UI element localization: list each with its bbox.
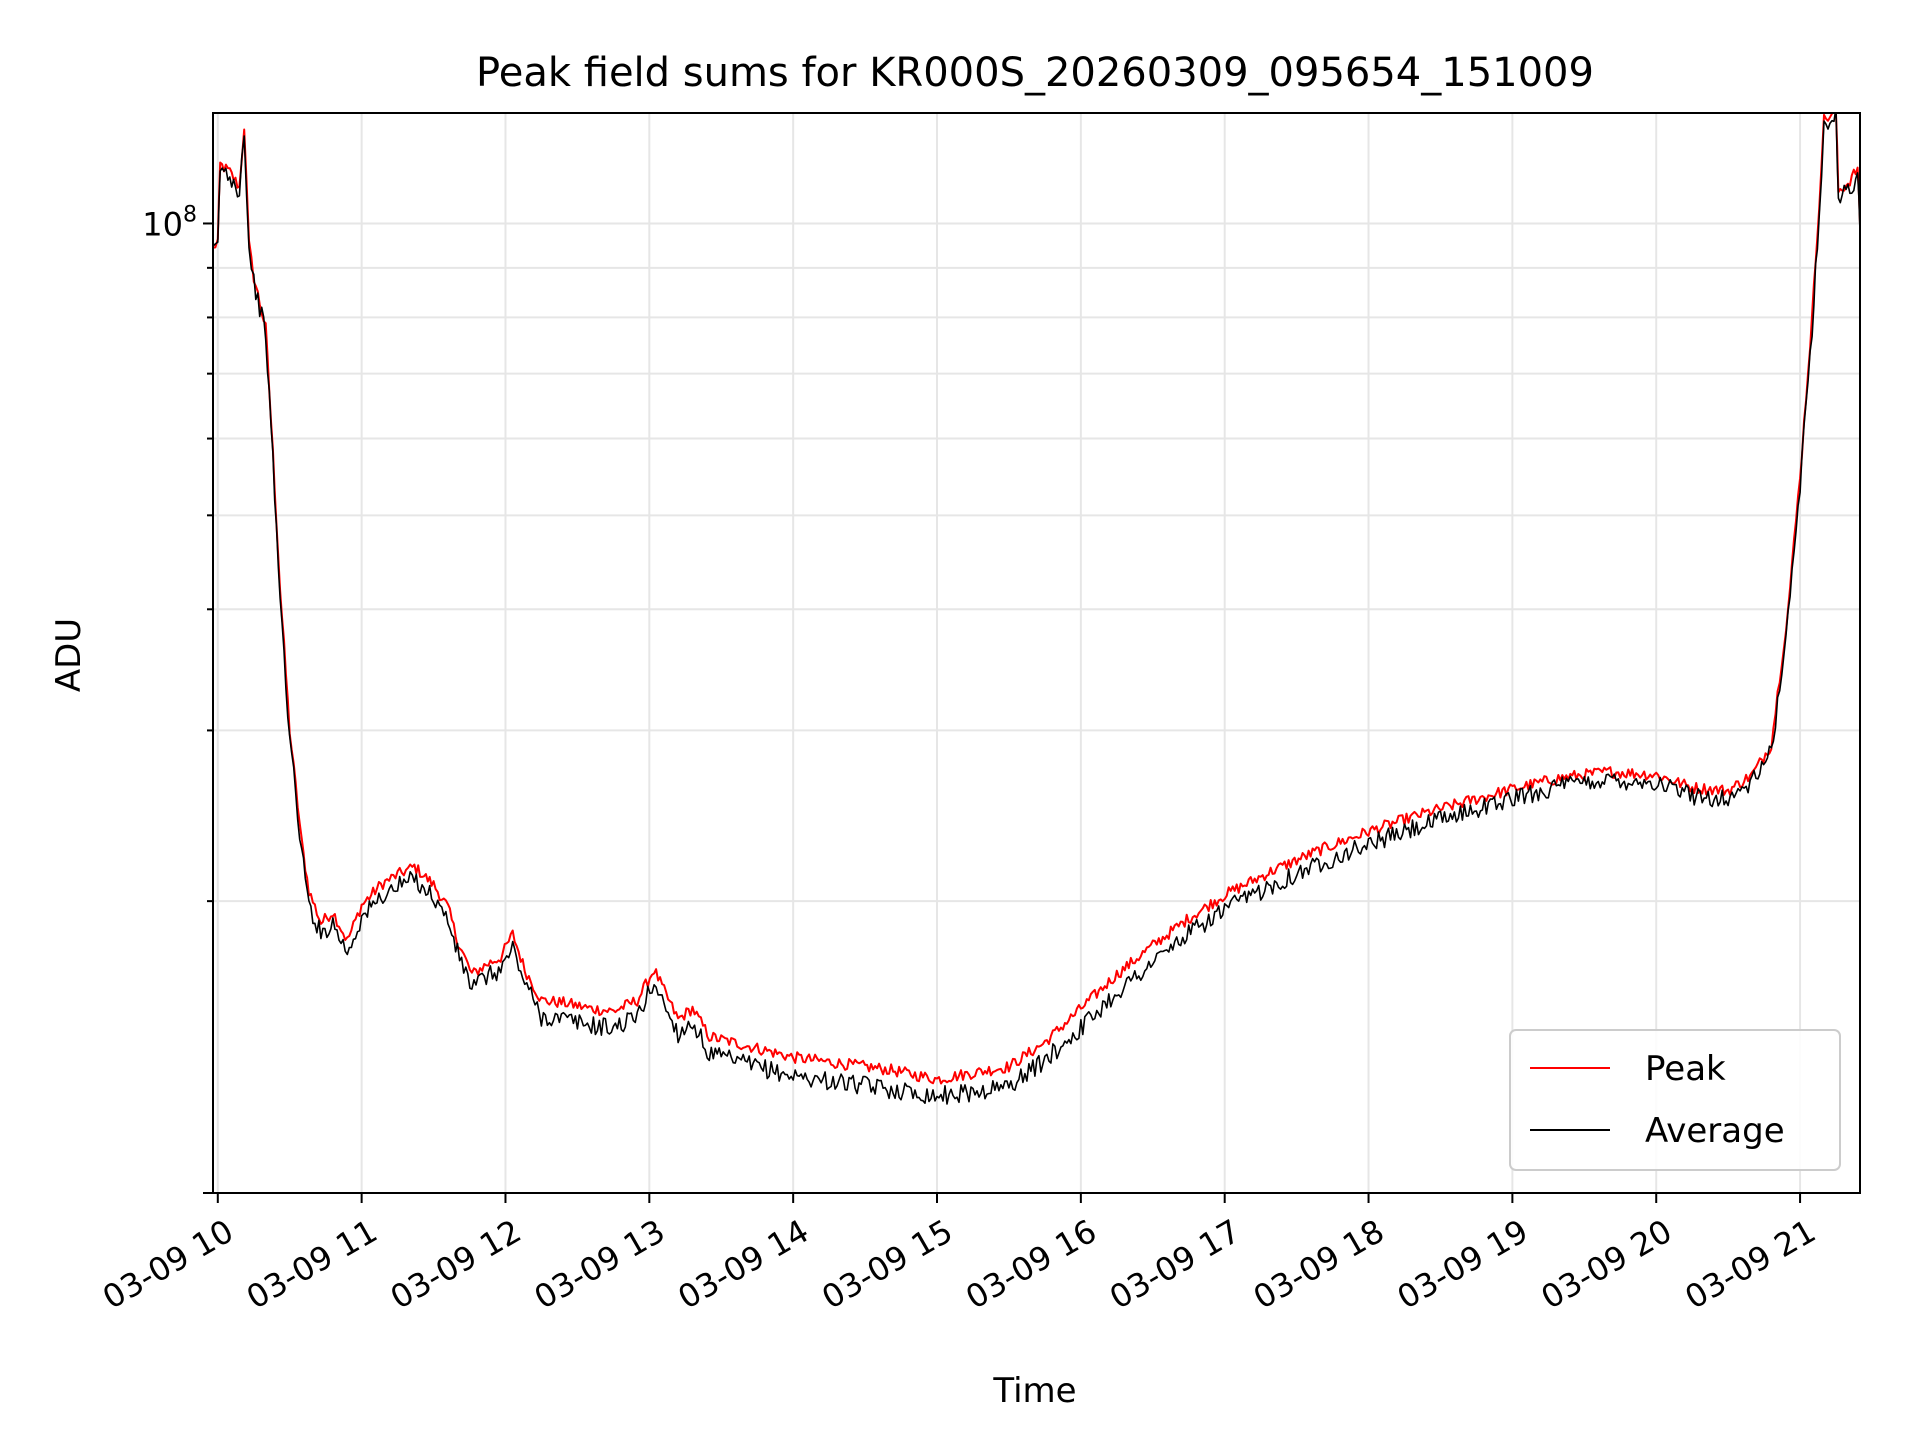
plot-area bbox=[213, 113, 1860, 1105]
grid bbox=[213, 113, 1860, 1194]
legend-label: Peak bbox=[1645, 1049, 1726, 1089]
series-line-average bbox=[213, 113, 1860, 1105]
legend-label: Average bbox=[1645, 1111, 1785, 1151]
plot-frame bbox=[212, 112, 1861, 1194]
legend-box bbox=[1509, 1029, 1841, 1171]
series-line-peak bbox=[213, 113, 1860, 1085]
x-axis-label: Time bbox=[992, 1371, 1076, 1411]
legend: Peak Average bbox=[1509, 1029, 1841, 1171]
y-axis: 108 bbox=[142, 202, 213, 1194]
chart-title: Peak field sums for KR000S_20260309_0956… bbox=[476, 50, 1594, 96]
y-tick-label: 108 bbox=[142, 202, 197, 243]
y-axis-label: ADU bbox=[49, 618, 89, 692]
